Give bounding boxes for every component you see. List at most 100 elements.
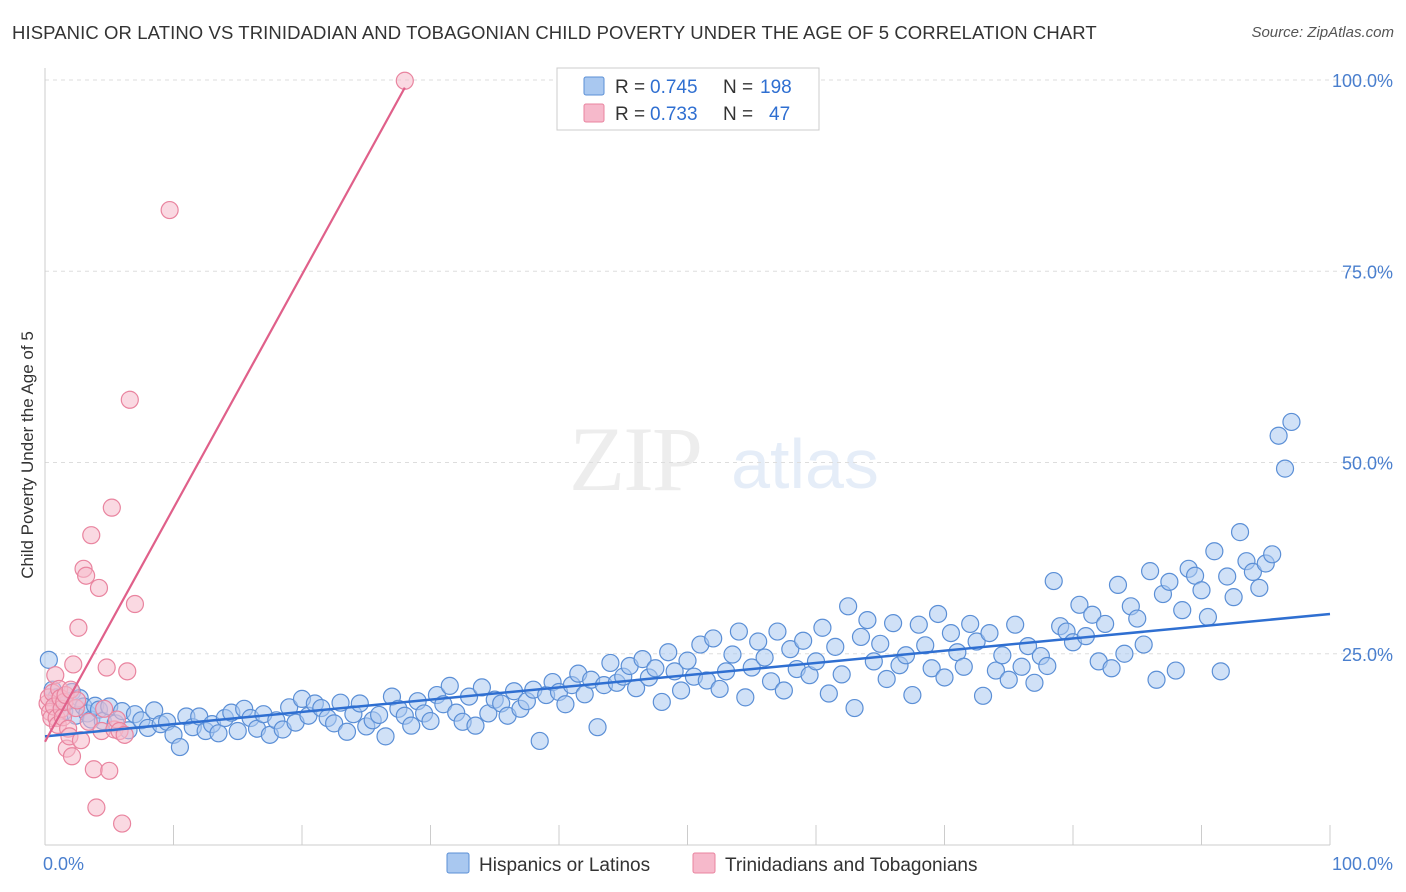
trinidadians-point [64, 655, 83, 674]
tick-labels: 25.0% 50.0% 75.0% 100.0% 0.0% 100.0% [43, 71, 1393, 874]
hispanics-point [1147, 670, 1166, 689]
hispanics-point [1166, 661, 1185, 680]
hispanics-point [466, 716, 485, 735]
hispanics-point [39, 650, 58, 669]
y-tick-label: 75.0% [1342, 262, 1393, 282]
hispanics-point [325, 714, 344, 733]
hispanics-point [839, 597, 858, 616]
hispanics-point [993, 646, 1012, 665]
hispanics-point [1269, 426, 1288, 445]
grid-lines [45, 79, 1392, 655]
hispanics-point [1038, 656, 1057, 676]
series-legend: Hispanics or Latinos Trinidadians and To… [446, 852, 977, 876]
hispanics-point [209, 724, 228, 743]
hispanics-point [1096, 614, 1115, 634]
hispanics-point [928, 604, 948, 624]
hispanics-point [781, 640, 800, 659]
hispanics-point [986, 661, 1006, 680]
hispanics-point [1025, 673, 1044, 692]
hispanics-point [170, 737, 190, 757]
hispanics-point [1205, 542, 1224, 561]
hispanics-point [729, 622, 749, 641]
trinidadians-point [84, 760, 103, 779]
hispanics-point [832, 665, 851, 684]
hispanics-point [941, 623, 961, 643]
legend-n-label-2: N = [723, 104, 753, 125]
hispanics-point [376, 727, 395, 746]
trinidadians-point [160, 200, 179, 220]
hispanics-point [980, 623, 999, 643]
hispanics-point [961, 614, 980, 634]
series-trinidadians-points [38, 71, 414, 833]
hispanics-point [1211, 662, 1230, 681]
hispanics-point [794, 631, 813, 650]
legend-trinidadians-label: Trinidadians and Tobagonians [725, 855, 977, 876]
hispanics-point [1224, 588, 1243, 607]
stats-legend: R = 0.745 N = 198 R = 0.733 N = 47 [556, 67, 820, 131]
y-axis-label: Child Poverty Under the Age of 5 [18, 331, 37, 579]
hispanics-point [1173, 601, 1192, 620]
hispanics-point [813, 618, 832, 637]
hispanics-point [1083, 605, 1102, 624]
source-label: Source: ZipAtlas.com [1251, 24, 1394, 41]
hispanics-point [646, 659, 665, 678]
hispanics-point [1243, 562, 1263, 581]
hispanics-point [1263, 545, 1282, 564]
legend-r-label-1: R = [615, 77, 645, 98]
trend-lines [44, 87, 1331, 743]
trinidadians-point [69, 618, 88, 637]
hispanics-point [1012, 657, 1031, 676]
hispanics-point [761, 672, 781, 691]
hispanics-point [530, 731, 549, 751]
hispanics-point [370, 705, 389, 725]
hispanics-point [601, 653, 620, 673]
hispanics-point [864, 652, 883, 671]
hispanics-point [1275, 459, 1295, 478]
chart-title: HISPANIC OR LATINO VS TRINIDADIAN AND TO… [12, 22, 1097, 43]
hispanics-point [1006, 615, 1025, 634]
hispanics-point [337, 722, 357, 741]
y-tick-label: 50.0% [1342, 454, 1393, 474]
hispanics-point [883, 614, 903, 633]
legend-n-value-1: 198 [760, 77, 792, 98]
legend-trinidadians-swatch [692, 852, 716, 874]
hispanics-point [858, 610, 877, 630]
trinidadians-point [87, 798, 106, 817]
hispanics-point [350, 694, 369, 713]
hispanics-point [877, 669, 896, 689]
hispanics-point [845, 698, 864, 718]
legend-hispanics-swatch [446, 852, 470, 874]
hispanics-point [440, 676, 459, 695]
trinidadians-point [125, 594, 145, 614]
hispanics-point [697, 671, 716, 690]
trinidadians-point [89, 578, 109, 598]
hispanics-point [1044, 571, 1063, 591]
hispanics-point [671, 681, 691, 700]
hispanics-point [1115, 644, 1134, 663]
hispanics-point [903, 685, 922, 705]
hispanics-point [704, 629, 723, 648]
hispanics-point [678, 651, 697, 670]
x-tick-label: 0.0% [43, 854, 84, 874]
hispanics-point [1140, 562, 1160, 581]
hispanics-point [774, 681, 793, 700]
hispanics-point [652, 692, 671, 712]
trinidadians-point [115, 725, 134, 744]
hispanics-point [723, 645, 742, 664]
trinidadians-trend-line [44, 87, 406, 743]
hispanics-point [1102, 659, 1121, 678]
trinidadians-point [62, 747, 82, 766]
hispanics-point [1192, 581, 1211, 600]
series-hispanics-points [39, 412, 1301, 757]
hispanics-point [1218, 567, 1237, 586]
trinidadians-point [395, 71, 414, 90]
hispanics-point [973, 686, 993, 705]
y-tick-label: 25.0% [1342, 645, 1393, 665]
hispanics-point [826, 637, 845, 656]
hispanics-point [633, 650, 652, 669]
legend-r-label-2: R = [615, 104, 645, 125]
trinidadians-point [97, 658, 116, 677]
hispanics-point [421, 711, 440, 731]
watermark-zip: ZIP [569, 408, 701, 510]
hispanics-point [736, 688, 755, 707]
